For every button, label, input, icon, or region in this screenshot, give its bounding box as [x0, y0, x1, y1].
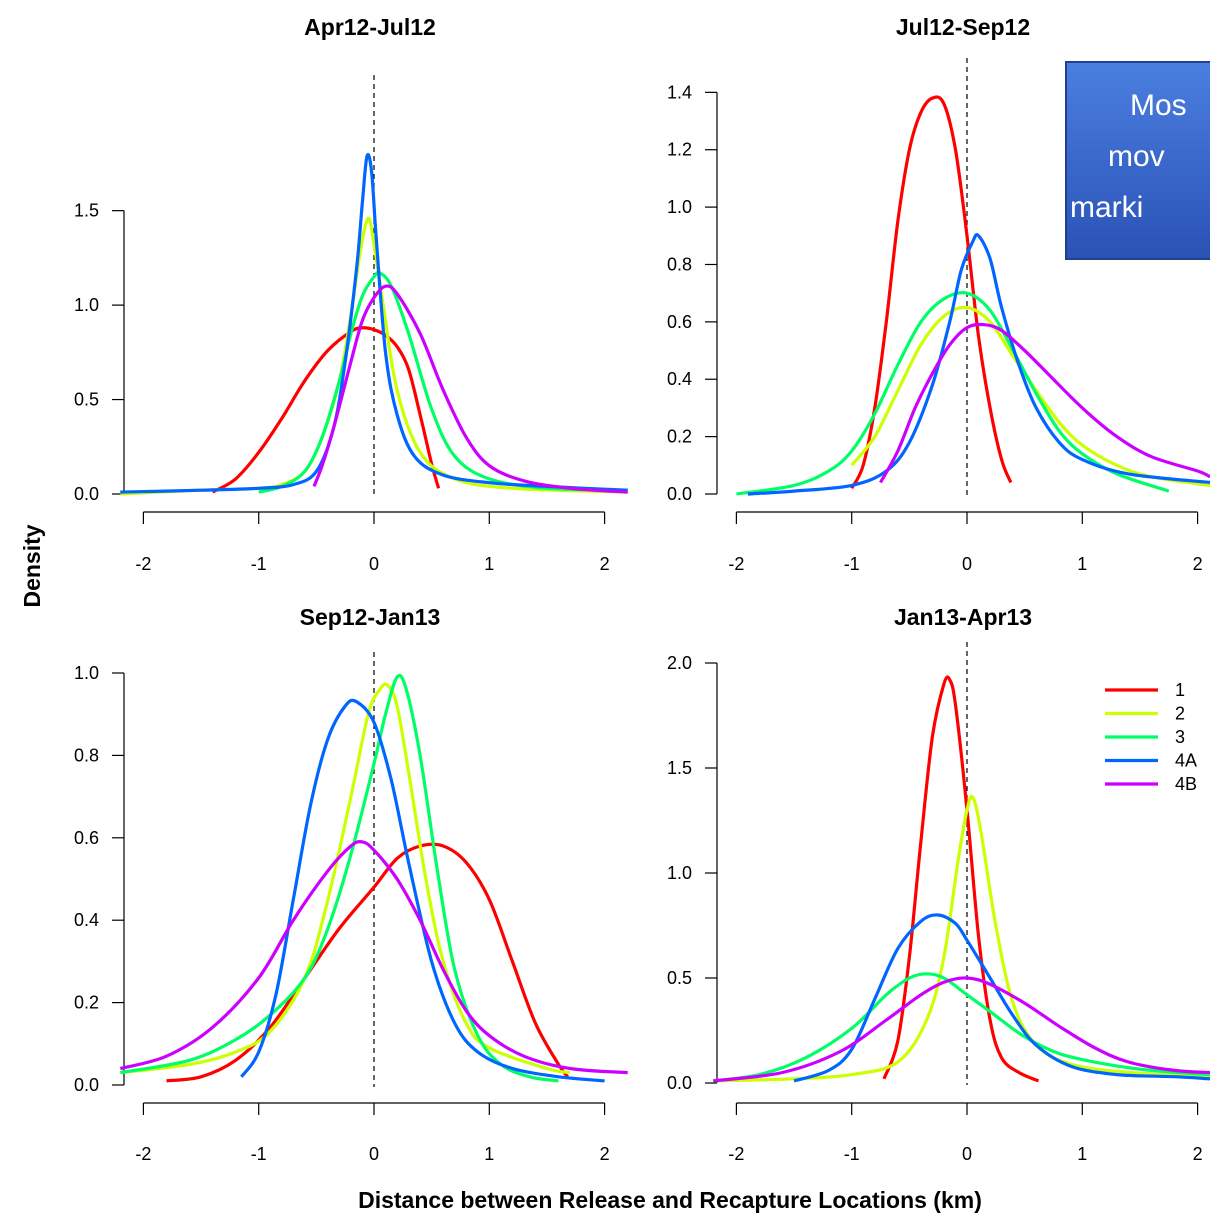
y-tick-label: 1.0 — [74, 295, 99, 315]
x-tick-label: -2 — [135, 1144, 151, 1164]
series-line-4B — [312, 284, 628, 494]
y-tick-label: 1.0 — [74, 663, 99, 683]
y-tick-label: 1.5 — [74, 201, 99, 221]
series-line-2 — [120, 682, 571, 1075]
y-tick-label: 1.4 — [667, 82, 692, 102]
y-tick-label: 0.6 — [74, 828, 99, 848]
callout-line-2: mov — [1108, 140, 1165, 173]
legend-label-3: 3 — [1175, 727, 1185, 747]
callout-line-1: Mos — [1130, 89, 1187, 122]
panel-title: Apr12-Jul12 — [304, 14, 436, 40]
x-tick-label: -2 — [728, 1144, 744, 1164]
series-line-4B — [119, 839, 628, 1075]
y-tick-label: 0.2 — [667, 427, 692, 447]
y-tick-label: 0.4 — [667, 369, 692, 389]
x-tick-label: 1 — [484, 554, 494, 574]
panel-title: Jul12-Sep12 — [896, 14, 1030, 40]
callout-box: Mos mov marki — [1065, 61, 1210, 260]
y-tick-label: 0.8 — [667, 254, 692, 274]
legend: 1 2 3 4A 4B — [1105, 680, 1197, 794]
y-tick-label: 0.0 — [667, 1073, 692, 1093]
y-tick-label: 1.0 — [667, 197, 692, 217]
panel-title: Sep12-Jan13 — [300, 604, 441, 630]
y-tick-label: 0.0 — [74, 1075, 99, 1095]
y-tick-label: 0.2 — [74, 993, 99, 1013]
x-tick-label: 2 — [600, 554, 610, 574]
y-tick-label: 2.0 — [667, 653, 692, 673]
x-tick-label: -1 — [251, 1144, 267, 1164]
y-tick-label: 0.4 — [74, 910, 99, 930]
x-tick-label: 0 — [369, 1144, 379, 1164]
callout-line-3: marki — [1070, 191, 1143, 224]
series-line-1 — [850, 95, 1013, 490]
x-tick-label: 0 — [369, 554, 379, 574]
x-tick-label: -2 — [135, 554, 151, 574]
legend-label-1: 1 — [1175, 680, 1185, 700]
series-line-4A — [120, 153, 628, 494]
y-tick-label: 0.8 — [74, 745, 99, 765]
panel-1: Apr12-Jul12 0.0 0.5 1.0 1.5 -2 -1 0 1 2 — [74, 14, 628, 574]
series-line-3 — [713, 972, 1210, 1083]
x-tick-label: 2 — [600, 1144, 610, 1164]
x-tick-label: -1 — [844, 554, 860, 574]
x-tick-label: 1 — [484, 1144, 494, 1164]
panel-title: Jan13-Apr13 — [894, 604, 1032, 630]
x-axis-label: Distance between Release and Recapture L… — [358, 1187, 982, 1213]
x-tick-label: 1 — [1077, 554, 1087, 574]
x-tick-label: -1 — [251, 554, 267, 574]
y-axis-label: Density — [19, 524, 45, 607]
legend-label-2: 2 — [1175, 704, 1185, 724]
x-tick-label: 1 — [1077, 1144, 1087, 1164]
x-tick-label: 2 — [1193, 1144, 1203, 1164]
legend-label-4A: 4A — [1175, 751, 1197, 771]
series-line-1 — [211, 326, 441, 494]
series-line-2 — [850, 305, 1210, 487]
series-line-4B — [713, 976, 1210, 1083]
x-tick-label: 0 — [962, 554, 972, 574]
series-line-4A — [793, 913, 1210, 1083]
x-tick-label: -2 — [728, 554, 744, 574]
x-tick-label: 0 — [962, 1144, 972, 1164]
y-tick-label: 1.0 — [667, 863, 692, 883]
x-tick-label: -1 — [844, 1144, 860, 1164]
series-line-4B — [879, 322, 1210, 484]
x-tick-label: 2 — [1193, 554, 1203, 574]
y-tick-label: 1.2 — [667, 140, 692, 160]
legend-label-4B: 4B — [1175, 774, 1197, 794]
y-tick-label: 0.5 — [74, 390, 99, 410]
y-tick-label: 0.5 — [667, 968, 692, 988]
panel-4: Jan13-Apr13 0.0 0.5 1.0 1.5 2.0 -2 -1 0 1 2 — [667, 604, 1210, 1164]
panel-2: Jul12-Sep12 0.0 0.2 0.4 0.6 0.8 1.0 1.2 1.4 -2 -1 0… — [667, 14, 1210, 574]
y-tick-label: 1.5 — [667, 758, 692, 778]
y-tick-label: 0.0 — [667, 484, 692, 504]
series-line-1 — [882, 675, 1040, 1083]
panel-3: Sep12-Jan13 0.0 0.2 0.4 0.6 0.8 1.0 -2 -1 0 1 2 — [74, 604, 628, 1164]
y-tick-label: 0.0 — [74, 484, 99, 504]
y-tick-label: 0.6 — [667, 312, 692, 332]
